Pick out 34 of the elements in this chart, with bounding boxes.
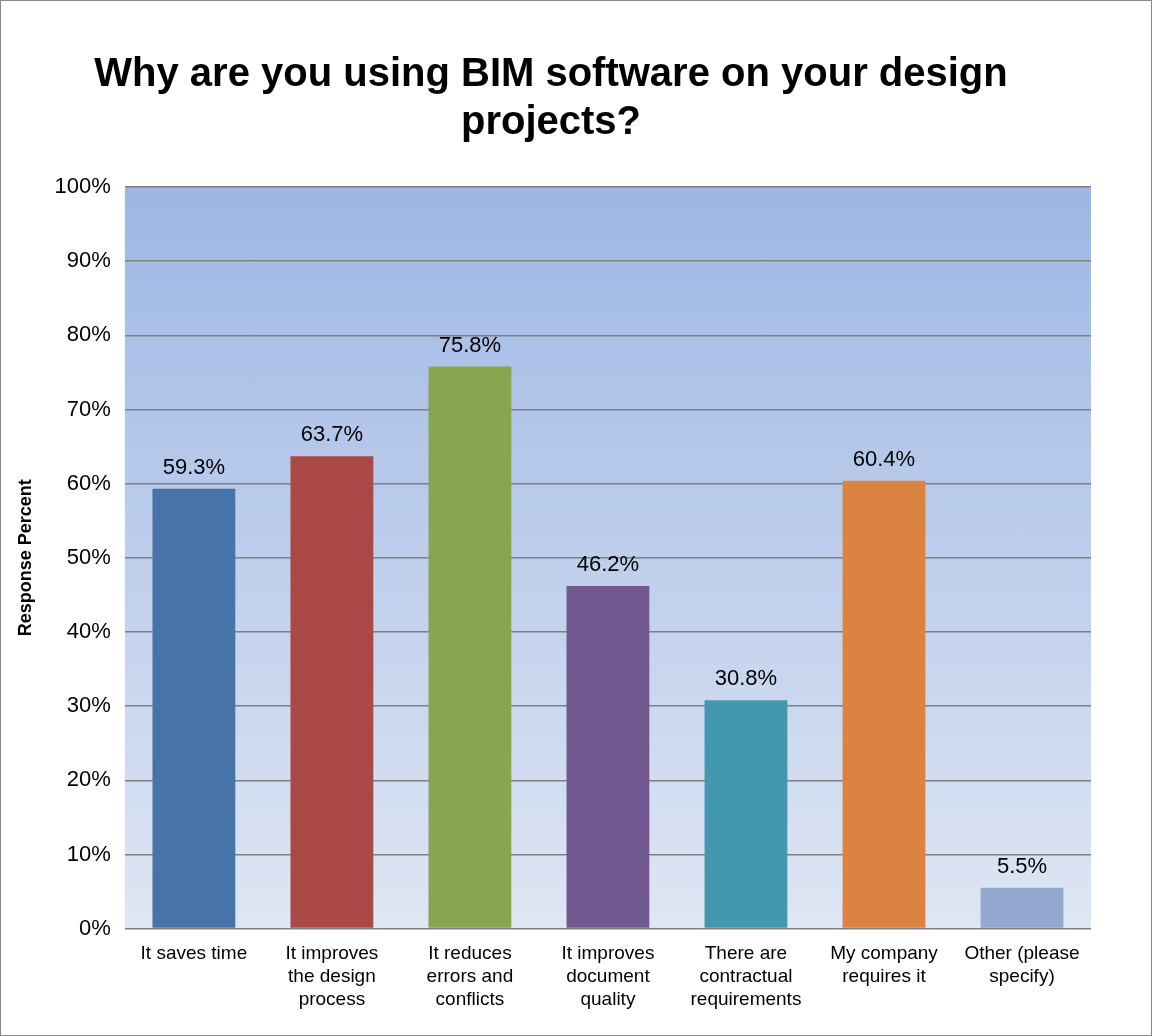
chart-title: Why are you using BIM software on your design projects? [94, 50, 1008, 143]
y-tick-label: 30% [66, 692, 111, 718]
bar [980, 887, 1064, 928]
x-tick-label: It improves document quality [561, 942, 655, 1009]
x-tick-label: Other (please specify) [964, 942, 1080, 987]
bar [704, 700, 788, 928]
data-label: 30.8% [714, 665, 778, 691]
y-tick-label: 50% [66, 543, 111, 569]
y-axis-title: Response Percent [14, 479, 35, 637]
y-tick-label: 20% [66, 766, 111, 792]
y-tick-label: 40% [66, 618, 111, 644]
bar [842, 480, 926, 928]
bar [566, 585, 650, 928]
x-tick-label: It reduces errors and conflicts [426, 942, 514, 1009]
data-label: 46.2% [576, 551, 640, 577]
y-tick-label: 70% [66, 395, 111, 421]
bar [428, 366, 512, 928]
data-label: 5.5% [996, 852, 1048, 878]
y-tick-label: 10% [66, 840, 111, 866]
x-tick-label: My company requires it [830, 942, 939, 987]
y-tick-label: 60% [66, 469, 111, 495]
data-label: 75.8% [438, 331, 502, 357]
y-tick-label: 80% [66, 321, 111, 347]
y-tick-label: 0% [79, 914, 111, 940]
x-tick-label: It saves time [140, 942, 248, 964]
x-tick-label: It improves the design process [285, 942, 379, 1009]
data-label: 59.3% [162, 453, 226, 479]
bar [290, 456, 374, 928]
data-label: 60.4% [852, 445, 916, 471]
y-tick-label: 100% [54, 173, 111, 199]
x-tick-label: There are contractual requirements [690, 942, 802, 1009]
y-tick-label: 90% [66, 247, 111, 273]
data-label: 63.7% [300, 421, 364, 447]
bar [152, 488, 236, 928]
